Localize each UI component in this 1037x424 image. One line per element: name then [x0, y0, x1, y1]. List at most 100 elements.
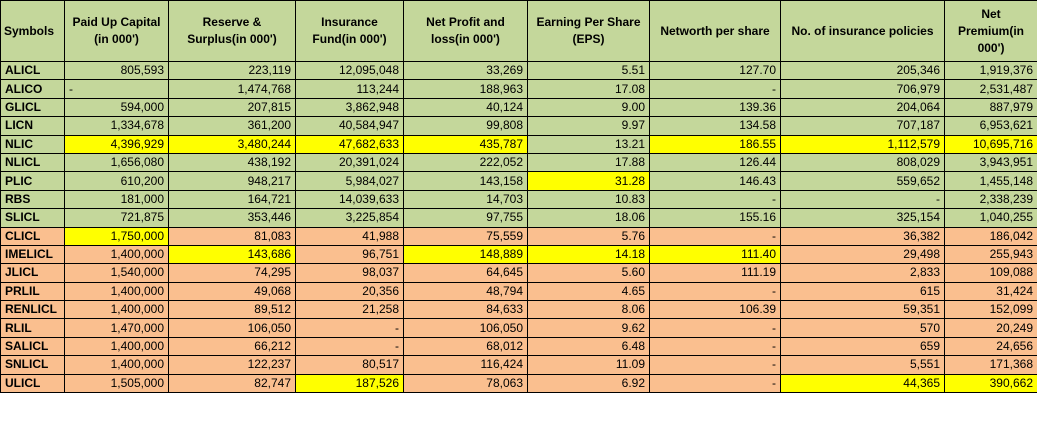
cell-net-profit: 148,889: [403, 244, 528, 265]
cell-eps: 5.76: [527, 226, 650, 246]
cell-reserve-surplus: 82,747: [168, 373, 296, 394]
cell-reserve-surplus: 1,474,768: [168, 79, 296, 99]
cell-symbol: RBS: [0, 189, 65, 210]
cell-reserve-surplus: 106,050: [168, 318, 296, 338]
cell-net-profit: 68,012: [403, 336, 528, 357]
cell-net-profit: 435,787: [403, 134, 528, 154]
cell-networth-per-share: -: [649, 336, 781, 357]
header-insurance-policies: No. of insurance policies: [780, 0, 945, 62]
header-symbols: Symbols: [0, 0, 65, 62]
cell-paid-up-capital: 1,400,000: [64, 244, 169, 265]
cell-insurance-policies: 29,498: [780, 244, 945, 265]
cell-paid-up-capital: 610,200: [64, 171, 169, 191]
cell-symbol: SALICL: [0, 336, 65, 357]
cell-symbol: ULICL: [0, 373, 65, 394]
cell-reserve-surplus: 74,295: [168, 263, 296, 283]
cell-net-profit: 75,559: [403, 226, 528, 246]
cell-reserve-surplus: 353,446: [168, 208, 296, 228]
table-row: ALICL 805,593 223,119 12,095,048 33,269 5.51 1…: [0, 60, 1037, 81]
cell-eps: 18.06: [527, 208, 650, 228]
cell-insurance-fund: 3,225,854: [295, 208, 404, 228]
cell-net-premium: 1,455,148: [944, 171, 1037, 191]
cell-insurance-fund: 40,584,947: [295, 116, 404, 136]
cell-networth-per-share: -: [649, 318, 781, 338]
cell-networth-per-share: 155.16: [649, 208, 781, 228]
cell-paid-up-capital: 1,334,678: [64, 116, 169, 136]
cell-symbol: RLIL: [0, 318, 65, 338]
cell-net-profit: 106,050: [403, 318, 528, 338]
cell-paid-up-capital: -: [64, 79, 169, 99]
table-row: CLICL 1,750,000 81,083 41,988 75,559 5.76-36,…: [0, 226, 1037, 246]
table-row: RLIL 1,470,000 106,050-106,050 9.62-570 20,2…: [0, 318, 1037, 338]
cell-symbol: PLIC: [0, 171, 65, 191]
cell-insurance-policies: 36,382: [780, 226, 945, 246]
cell-reserve-surplus: 164,721: [168, 189, 296, 210]
cell-symbol: IMELICL: [0, 244, 65, 265]
cell-networth-per-share: 134.58: [649, 116, 781, 136]
header-paid-up-capital: Paid Up Capital (in 000'): [64, 0, 169, 62]
cell-eps: 31.28: [527, 171, 650, 191]
cell-networth-per-share: -: [649, 226, 781, 246]
table-row: PRLIL 1,400,000 49,068 20,356 48,794 4.65-615…: [0, 281, 1037, 302]
cell-net-premium: 1,919,376: [944, 60, 1037, 81]
cell-net-premium: 152,099: [944, 300, 1037, 320]
table-row: PLIC 610,200 948,217 5,984,027 143,158 31.28 1…: [0, 171, 1037, 191]
cell-insurance-policies: 659: [780, 336, 945, 357]
cell-networth-per-share: 139.36: [649, 97, 781, 118]
cell-net-profit: 78,063: [403, 373, 528, 394]
cell-insurance-fund: 3,862,948: [295, 97, 404, 118]
cell-insurance-policies: 205,346: [780, 60, 945, 81]
cell-insurance-fund: 80,517: [295, 355, 404, 375]
cell-net-profit: 84,633: [403, 300, 528, 320]
cell-eps: 4.65: [527, 281, 650, 302]
cell-networth-per-share: 106.39: [649, 300, 781, 320]
cell-reserve-surplus: 81,083: [168, 226, 296, 246]
cell-net-premium: 31,424: [944, 281, 1037, 302]
cell-insurance-policies: 204,064: [780, 97, 945, 118]
insurance-financials-table: Symbols Paid Up Capital (in 000') Reserv…: [0, 0, 1037, 394]
cell-eps: 17.88: [527, 152, 650, 173]
cell-paid-up-capital: 1,750,000: [64, 226, 169, 246]
cell-symbol: GLICL: [0, 97, 65, 118]
cell-eps: 13.21: [527, 134, 650, 154]
cell-net-profit: 222,052: [403, 152, 528, 173]
table-row: NLIC 4,396,929 3,480,244 47,682,633 435,787 1…: [0, 134, 1037, 154]
cell-insurance-policies: 325,154: [780, 208, 945, 228]
cell-reserve-surplus: 223,119: [168, 60, 296, 81]
cell-insurance-policies: -: [780, 189, 945, 210]
cell-networth-per-share: 111.40: [649, 244, 781, 265]
cell-insurance-fund: 96,751: [295, 244, 404, 265]
cell-eps: 14.18: [527, 244, 650, 265]
cell-networth-per-share: 126.44: [649, 152, 781, 173]
cell-net-premium: 6,953,621: [944, 116, 1037, 136]
header-row: Symbols Paid Up Capital (in 000') Reserv…: [0, 0, 1037, 62]
cell-insurance-fund: 12,095,048: [295, 60, 404, 81]
cell-reserve-surplus: 361,200: [168, 116, 296, 136]
cell-reserve-surplus: 948,217: [168, 171, 296, 191]
table-row: ULICL 1,505,000 82,747 187,526 78,063 6.92-44…: [0, 373, 1037, 394]
cell-net-premium: 390,662: [944, 373, 1037, 394]
table-row: GLICL 594,000 207,815 3,862,948 40,124 9.00 13…: [0, 97, 1037, 118]
cell-paid-up-capital: 1,400,000: [64, 281, 169, 302]
cell-eps: 5.60: [527, 263, 650, 283]
header-net-profit: Net Profit and loss(in 000'): [403, 0, 528, 62]
cell-insurance-fund: 20,391,024: [295, 152, 404, 173]
cell-paid-up-capital: 721,875: [64, 208, 169, 228]
cell-symbol: PRLIL: [0, 281, 65, 302]
cell-insurance-policies: 615: [780, 281, 945, 302]
cell-symbol: SNLICL: [0, 355, 65, 375]
cell-reserve-surplus: 438,192: [168, 152, 296, 173]
cell-paid-up-capital: 805,593: [64, 60, 169, 81]
cell-insurance-policies: 559,652: [780, 171, 945, 191]
cell-net-premium: 2,338,239: [944, 189, 1037, 210]
table-row: IMELICL 1,400,000 143,686 96,751 148,889 14.1…: [0, 244, 1037, 265]
cell-eps: 11.09: [527, 355, 650, 375]
cell-networth-per-share: 127.70: [649, 60, 781, 81]
header-net-premium: Net Premium(in 000'): [944, 0, 1037, 62]
cell-eps: 10.83: [527, 189, 650, 210]
cell-reserve-surplus: 122,237: [168, 355, 296, 375]
cell-net-premium: 20,249: [944, 318, 1037, 338]
cell-net-profit: 33,269: [403, 60, 528, 81]
cell-eps: 6.92: [527, 373, 650, 394]
cell-net-premium: 10,695,716: [944, 134, 1037, 154]
